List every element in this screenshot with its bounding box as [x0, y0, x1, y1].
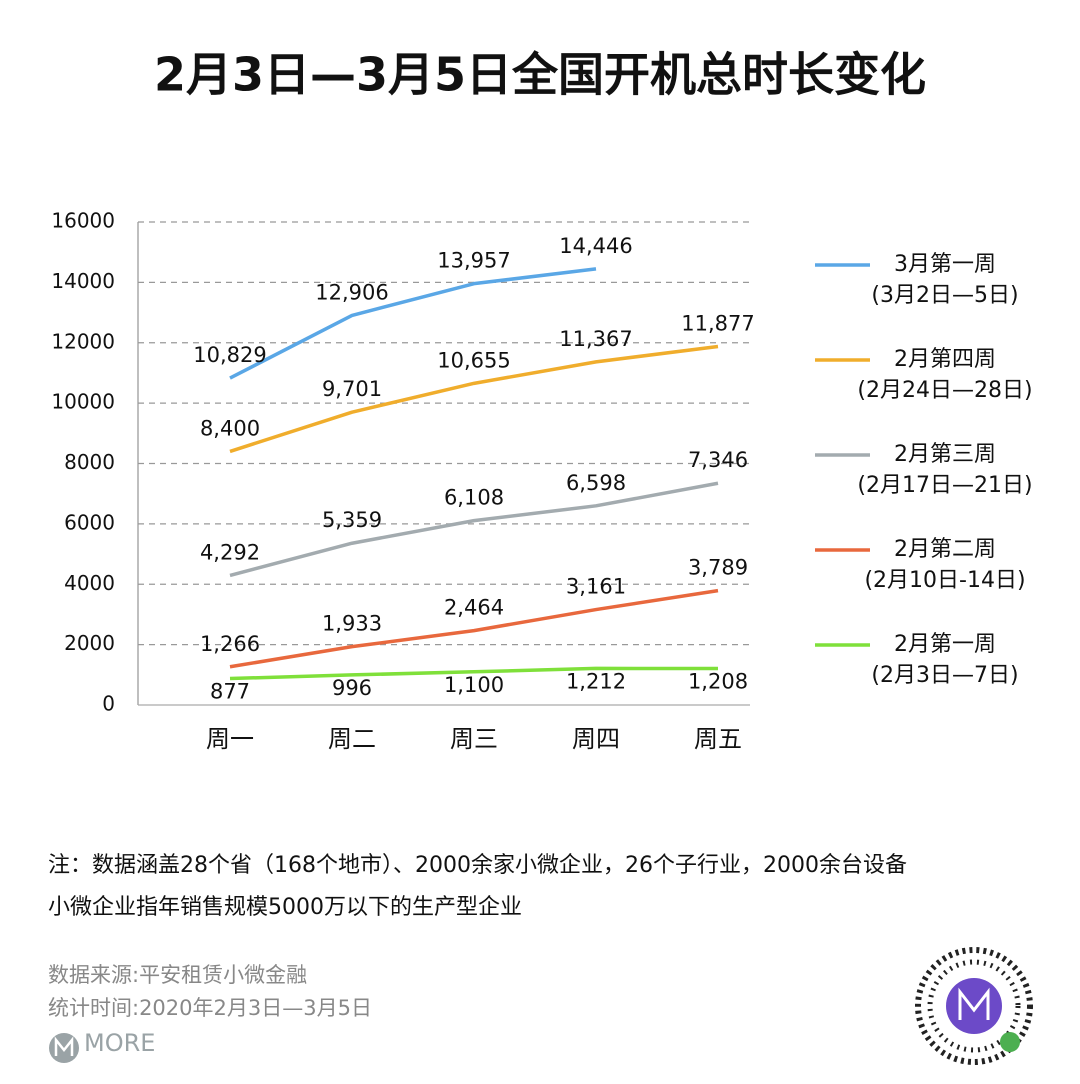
data-label: 1,100	[444, 673, 504, 697]
y-tick-label: 0	[102, 692, 115, 716]
x-tick-label: 周四	[572, 725, 620, 753]
data-label: 2,464	[444, 596, 504, 620]
data-label: 4,292	[200, 540, 260, 564]
x-tick-label: 周五	[694, 725, 742, 753]
data-label: 12,906	[315, 280, 388, 304]
y-tick-label: 16000	[51, 209, 115, 233]
qr-code	[915, 947, 1033, 1065]
y-tick-label: 12000	[51, 329, 115, 353]
series-line	[229, 481, 719, 578]
legend-period: (2月17日—21日)	[857, 473, 1032, 498]
series-line	[229, 666, 719, 681]
y-tick-label: 14000	[51, 269, 115, 293]
data-label: 3,161	[566, 575, 626, 599]
source: 统计时间:2020年2月3日—3月5日	[48, 996, 372, 1020]
legend-period: (2月10日-14日)	[864, 568, 1025, 593]
x-tick-label: 周二	[328, 725, 376, 753]
data-label: 10,655	[437, 348, 510, 372]
data-label: 1,208	[688, 670, 748, 694]
note: 注：数据涵盖28个省（168个地市）、2000余家小微企业，26个子行业，200…	[48, 853, 907, 878]
data-label: 1,212	[566, 669, 626, 693]
x-tick-label: 周一	[206, 725, 254, 753]
data-label: 14,446	[559, 234, 632, 258]
data-label: 877	[210, 680, 250, 704]
logo-text: MORE	[84, 1029, 155, 1057]
legend-period: (2月3日—7日)	[871, 663, 1018, 688]
logo-icon	[49, 1033, 79, 1063]
data-label: 3,789	[688, 556, 748, 580]
legend-label: 3月第一周	[894, 252, 996, 277]
legend-label: 2月第四周	[894, 347, 996, 372]
data-label: 6,598	[566, 471, 626, 495]
x-tick-label: 周三	[450, 725, 498, 753]
y-tick-label: 6000	[64, 510, 115, 534]
data-label: 6,108	[444, 486, 504, 510]
chart-title: 2月3日—3月5日全国开机总时长变化	[154, 48, 926, 102]
data-label: 8,400	[200, 416, 260, 440]
legend-label: 2月第二周	[894, 537, 996, 562]
y-tick-label: 8000	[64, 450, 115, 474]
source: 数据来源:平安租赁小微金融	[48, 963, 307, 987]
data-label: 7,346	[688, 448, 748, 472]
legend-label: 2月第三周	[894, 442, 996, 467]
y-tick-label: 4000	[64, 571, 115, 595]
data-label: 9,701	[322, 377, 382, 401]
data-label: 1,933	[322, 612, 382, 636]
legend-period: (2月24日—28日)	[857, 378, 1032, 403]
data-label: 11,877	[681, 311, 754, 335]
data-label: 13,957	[437, 249, 510, 273]
series-line	[229, 588, 719, 669]
note: 小微企业指年销售规模5000万以下的生产型企业	[48, 895, 522, 920]
series-line	[229, 267, 597, 380]
y-tick-label: 2000	[64, 631, 115, 655]
legend-period: (3月2日—5日)	[871, 283, 1018, 308]
y-tick-label: 10000	[51, 390, 115, 414]
data-label: 996	[332, 676, 372, 700]
data-label: 1,266	[200, 632, 260, 656]
data-label: 10,829	[193, 343, 266, 367]
series-line	[229, 344, 719, 454]
data-label: 5,359	[322, 508, 382, 532]
data-label: 11,367	[559, 327, 632, 351]
legend-label: 2月第一周	[894, 632, 996, 657]
